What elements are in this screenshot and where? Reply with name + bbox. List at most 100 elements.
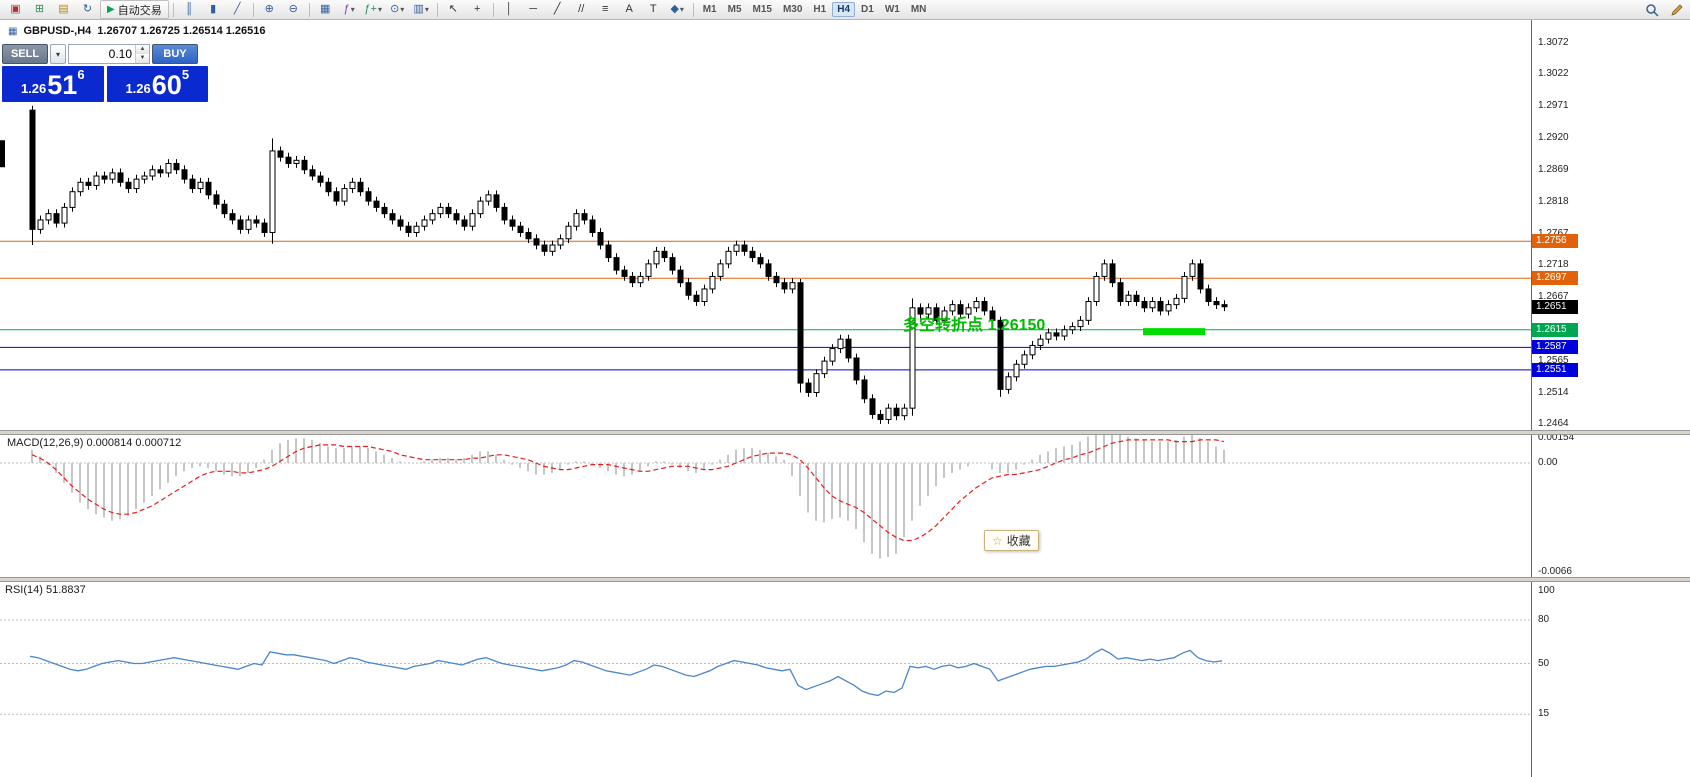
- play-icon: ▶: [107, 4, 115, 15]
- label-icon[interactable]: T: [649, 3, 657, 15]
- toolbar-separator: [172, 2, 174, 17]
- zoom-out-icon[interactable]: ⊖: [288, 3, 298, 15]
- cursor-icon[interactable]: ↖: [448, 3, 458, 15]
- autotrading-button[interactable]: ▶ 自动交易: [100, 0, 169, 19]
- lot-size-control: ▲ ▼: [68, 44, 150, 64]
- chevron-down-icon: ▾: [400, 5, 405, 14]
- one-click-trading-panel: SELL ▾ ▲ ▼ BUY 1.26 51 6 1.26 60 5: [2, 44, 208, 102]
- sell-price-display[interactable]: 1.26 51 6: [2, 66, 104, 102]
- rsi-axis-label: 80: [1538, 614, 1550, 625]
- new-chart-icon[interactable]: ⊞: [34, 3, 45, 15]
- timeframe-button-mn[interactable]: MN: [910, 4, 927, 15]
- favorites-label: 收藏: [1006, 534, 1031, 548]
- price-axis-label: 1.2718: [1538, 259, 1569, 271]
- tile-windows-icon[interactable]: ▦: [320, 3, 331, 15]
- timeframe-button-h4[interactable]: H4: [832, 2, 856, 17]
- macd-axis-label: -0.0066: [1538, 565, 1572, 577]
- horizontal-line-icon[interactable]: ─: [529, 3, 538, 15]
- toolbar-separator: [308, 2, 310, 17]
- toolbar-separator: [436, 2, 438, 17]
- macd-panel-splitter[interactable]: [0, 430, 1690, 435]
- timeframe-button-d1[interactable]: D1: [861, 4, 874, 15]
- toolbar-separator: [492, 2, 494, 17]
- order-type-dropdown[interactable]: ▾: [50, 44, 66, 64]
- line-chart-icon[interactable]: ╱: [233, 3, 241, 15]
- chart-title: ▦ GBPUSD-,H4 1.26707 1.26725 1.26514 1.2…: [8, 25, 266, 37]
- chart-annotation-text[interactable]: 多空转折点 1.26150: [903, 317, 1046, 334]
- macd-axis-label: 0.00154: [1538, 431, 1575, 443]
- chevron-down-icon: ▾: [350, 5, 355, 14]
- chevron-down-icon: ▾: [424, 5, 429, 14]
- rsi-axis-label: 15: [1538, 708, 1550, 720]
- channel-icon[interactable]: //: [578, 3, 585, 15]
- toolbar-right-icons: [1640, 0, 1688, 20]
- templates-icon[interactable]: ▥ ▾: [410, 0, 433, 19]
- rsi-indicator-label: RSI(14) 51.8837: [5, 584, 86, 596]
- refresh-icon[interactable]: ↻: [82, 3, 93, 15]
- new-order-icon[interactable]: ▣: [10, 3, 21, 15]
- bar-chart-icon[interactable]: ║: [185, 3, 194, 15]
- lot-decrease-button[interactable]: ▼: [136, 54, 149, 63]
- buy-price-base: 1.26: [125, 81, 151, 96]
- buy-price-pips: 60: [151, 70, 182, 100]
- price-tag: 1.2551: [1532, 362, 1578, 377]
- price-axis-label: 1.2920: [1538, 132, 1569, 144]
- macd-indicator-panel[interactable]: [0, 435, 1531, 577]
- macd-axis-label: 0.00: [1538, 457, 1558, 468]
- price-axis-label: 1.2818: [1538, 196, 1569, 208]
- buy-price-point: 5: [181, 67, 190, 82]
- text-icon[interactable]: A: [625, 3, 633, 15]
- buy-button[interactable]: BUY: [152, 44, 198, 64]
- edit-icon[interactable]: [1665, 1, 1688, 20]
- profiles-icon[interactable]: ▤: [58, 3, 69, 15]
- chart-window-icon: ▦: [8, 25, 18, 37]
- toolbar-separator: [692, 2, 694, 17]
- timeframe-button-m30[interactable]: M30: [782, 4, 803, 15]
- sell-button[interactable]: SELL: [2, 44, 48, 64]
- price-tag: 1.2615: [1532, 322, 1578, 337]
- shapes-icon[interactable]: ◆ ▾: [666, 0, 689, 19]
- timeframe-button-m5[interactable]: M5: [727, 4, 742, 15]
- toolbar-separator: [252, 2, 254, 17]
- trendline-icon[interactable]: ╱: [553, 3, 561, 15]
- buy-price-display[interactable]: 1.26 60 5: [106, 66, 208, 102]
- timeframe-button-h1[interactable]: H1: [813, 4, 827, 15]
- main-price-chart[interactable]: [0, 20, 1531, 431]
- price-axis-label: 1.2514: [1538, 387, 1569, 399]
- price-axis-label: 1.2767: [1538, 228, 1569, 239]
- rsi-axis-label: 50: [1538, 657, 1550, 669]
- indicators-icon[interactable]: ƒ ▾: [338, 0, 361, 19]
- autotrading-label: 自动交易: [117, 4, 162, 17]
- chevron-down-icon: ▾: [377, 5, 382, 14]
- price-tag: 1.2651: [1532, 300, 1578, 315]
- favorites-tooltip[interactable]: ☆ 收藏: [984, 530, 1039, 551]
- rsi-panel-splitter[interactable]: [0, 577, 1690, 582]
- timeframe-button-m1[interactable]: M1: [702, 4, 717, 15]
- price-axis-label: 1.2667: [1538, 291, 1569, 303]
- zoom-in-icon[interactable]: ⊕: [264, 3, 274, 15]
- fibonacci-icon[interactable]: ≡: [601, 3, 609, 15]
- vertical-line-icon[interactable]: │: [505, 3, 513, 15]
- price-scale[interactable]: 1.3072 1.3022 1.2971 1.2920 1.2869 1.2818 1.27…: [1531, 20, 1690, 777]
- lot-increase-button[interactable]: ▲: [136, 45, 149, 54]
- ohlc-values: 1.26707 1.26725 1.26514 1.26516: [97, 25, 266, 37]
- periods-icon[interactable]: ⊙ ▾: [386, 0, 409, 19]
- price-tag: 1.2756: [1532, 234, 1578, 249]
- sell-price-base: 1.26: [20, 81, 47, 96]
- timeframe-button-w1[interactable]: W1: [884, 4, 900, 15]
- crosshair-icon[interactable]: +: [473, 3, 481, 15]
- price-tag: 1.2697: [1532, 271, 1578, 286]
- lot-size-input[interactable]: [69, 45, 135, 63]
- price-axis-label: 1.3072: [1538, 37, 1569, 48]
- add-indicator-icon[interactable]: ƒ+ ▾: [362, 0, 385, 19]
- macd-indicator-label: MACD(12,26,9) 0.000814 0.000712: [7, 437, 182, 449]
- rsi-indicator-panel[interactable]: [0, 582, 1531, 777]
- candlestick-icon[interactable]: ▮: [210, 3, 217, 15]
- price-axis-label: 1.2869: [1538, 164, 1569, 176]
- price-axis-label: 1.2464: [1538, 418, 1569, 430]
- timeframe-button-m15[interactable]: M15: [752, 4, 772, 15]
- price-axis-label: 1.3022: [1538, 68, 1569, 80]
- price-tag: 1.2587: [1532, 340, 1578, 355]
- search-icon[interactable]: [1640, 1, 1663, 20]
